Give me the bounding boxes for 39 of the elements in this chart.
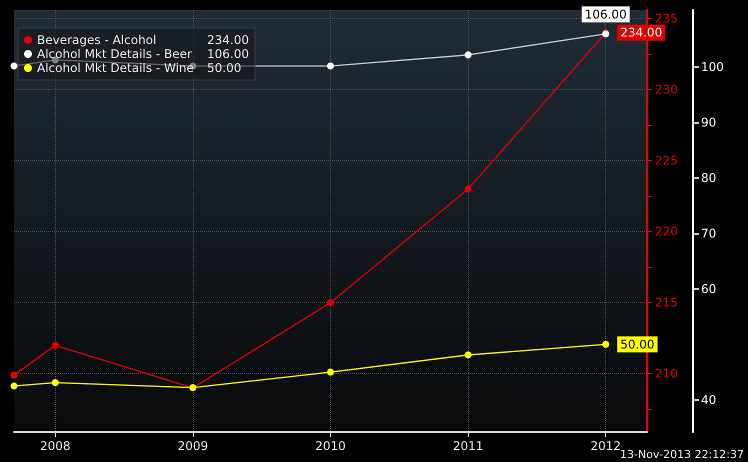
point bbox=[327, 299, 334, 306]
y2-tick-label: 70 bbox=[701, 226, 716, 240]
data-label: 50.00 bbox=[620, 337, 655, 352]
x-tick-label: 2012 bbox=[590, 439, 621, 453]
y-tick-label: 220 bbox=[655, 224, 678, 239]
data-label: 234.00 bbox=[620, 26, 662, 40]
y-tick-label: 225 bbox=[655, 154, 678, 168]
text: 13-Nov-2013 22:12:37 bbox=[620, 448, 744, 461]
text: 50.00 bbox=[207, 61, 242, 75]
point bbox=[327, 368, 334, 376]
legend-label: Alcohol Mkt Details - Beer bbox=[37, 47, 192, 61]
x-tick-label: 2008 bbox=[40, 439, 71, 453]
point bbox=[602, 340, 610, 348]
point bbox=[52, 379, 59, 386]
data-label: 106.00 bbox=[584, 7, 627, 22]
point bbox=[464, 351, 472, 358]
point bbox=[10, 382, 18, 390]
x-tick-label: 2009 bbox=[178, 439, 208, 453]
point bbox=[327, 62, 334, 70]
point bbox=[464, 51, 472, 58]
point bbox=[464, 186, 472, 193]
y2-tick-label: 100 bbox=[701, 60, 724, 74]
text: 106.00 bbox=[207, 47, 249, 61]
y2-tick-label: 60 bbox=[701, 282, 716, 296]
y2-tick-label: 90 bbox=[701, 116, 716, 130]
point bbox=[10, 62, 18, 70]
text: 234.00 bbox=[207, 33, 249, 47]
y2-tick-label: 80 bbox=[701, 171, 716, 186]
x-tick-label: 2010 bbox=[315, 439, 346, 453]
point bbox=[52, 342, 59, 349]
y2-tick-label: 40 bbox=[701, 392, 716, 407]
point bbox=[10, 372, 18, 379]
y-tick-label: 230 bbox=[655, 82, 678, 97]
legend-label: Beverages - Alcohol bbox=[37, 33, 156, 47]
y-tick-label: 215 bbox=[655, 296, 678, 310]
legend-label: Alcohol Mkt Details - Wine bbox=[37, 61, 194, 75]
y-tick-label: 210 bbox=[655, 366, 678, 381]
y-tick-label: 235 bbox=[655, 12, 678, 26]
x-tick-label: 2011 bbox=[452, 439, 484, 453]
